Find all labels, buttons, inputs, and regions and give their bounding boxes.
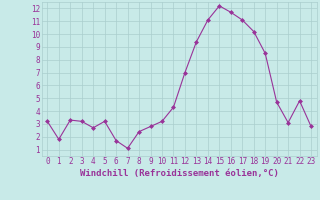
X-axis label: Windchill (Refroidissement éolien,°C): Windchill (Refroidissement éolien,°C) bbox=[80, 169, 279, 178]
